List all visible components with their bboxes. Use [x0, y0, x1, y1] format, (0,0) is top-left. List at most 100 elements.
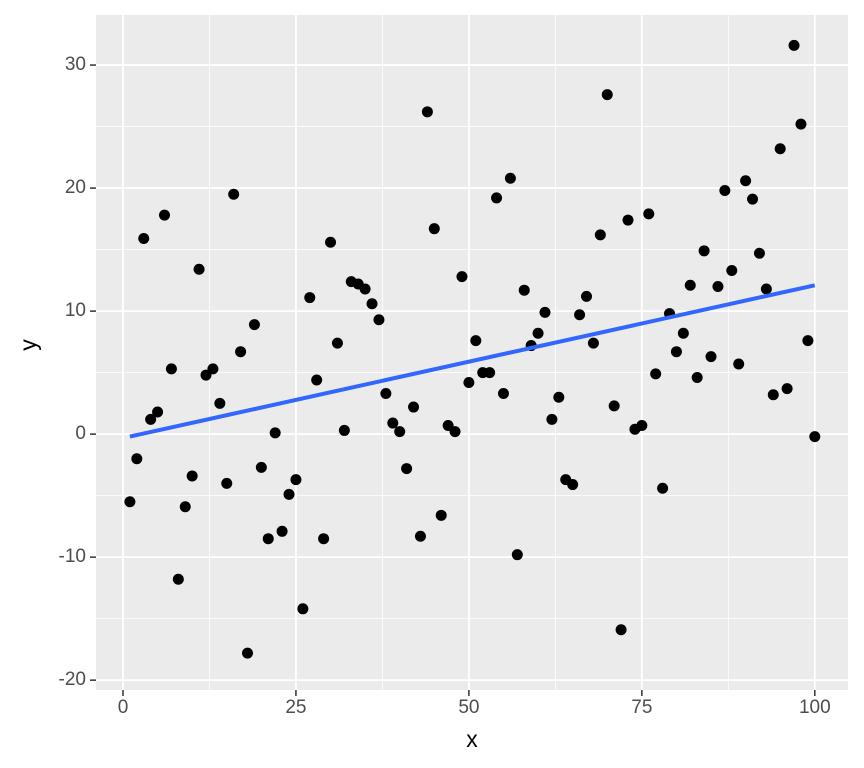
point — [567, 479, 579, 491]
point — [338, 424, 350, 436]
point — [712, 281, 724, 293]
y-axis-title: y — [15, 339, 41, 351]
point — [456, 271, 468, 283]
point — [428, 223, 440, 235]
point — [747, 193, 759, 205]
point — [165, 363, 177, 375]
point — [214, 397, 226, 409]
point — [387, 417, 399, 429]
point — [228, 188, 240, 200]
point — [325, 236, 337, 248]
point — [145, 413, 157, 425]
point — [380, 388, 392, 400]
point — [781, 383, 793, 395]
point — [248, 319, 260, 331]
point — [331, 337, 343, 349]
x-tick-label: 100 — [799, 697, 831, 718]
point — [152, 406, 164, 418]
point — [235, 346, 247, 358]
point — [269, 427, 281, 439]
point — [608, 400, 620, 412]
point — [366, 298, 378, 310]
point — [636, 420, 648, 432]
point — [615, 624, 627, 636]
x-tick-label: 50 — [458, 697, 479, 718]
point — [574, 309, 586, 321]
point — [546, 413, 558, 425]
point — [138, 233, 150, 245]
point — [193, 263, 205, 275]
y-tick-label: -10 — [59, 546, 86, 567]
point — [622, 214, 634, 226]
y-tick-label: 30 — [65, 54, 86, 75]
point — [221, 477, 233, 489]
point — [532, 327, 544, 339]
x-tick-label: 25 — [285, 697, 306, 718]
point — [449, 426, 461, 438]
point — [594, 229, 606, 241]
point — [753, 247, 765, 259]
point — [767, 389, 779, 401]
point — [795, 118, 807, 130]
point — [774, 143, 786, 155]
x-tick-label: 0 — [118, 697, 129, 718]
x-axis-title: x — [466, 726, 478, 752]
point — [684, 279, 696, 291]
point — [788, 39, 800, 51]
point — [539, 306, 551, 318]
point — [186, 470, 198, 482]
point — [601, 89, 613, 101]
point — [276, 525, 288, 537]
point — [809, 431, 821, 443]
point — [297, 603, 309, 615]
point — [518, 284, 530, 296]
point — [158, 209, 170, 221]
point — [242, 647, 254, 659]
point — [760, 283, 772, 295]
point — [677, 327, 689, 339]
point — [435, 509, 447, 521]
point — [179, 501, 191, 513]
point — [359, 283, 371, 295]
point — [394, 426, 406, 438]
point — [580, 290, 592, 302]
point — [255, 461, 267, 473]
point — [463, 376, 475, 388]
point — [290, 474, 302, 486]
point — [131, 453, 143, 465]
point — [504, 172, 516, 184]
point — [262, 533, 274, 545]
point — [657, 482, 669, 494]
point — [311, 374, 323, 386]
point — [553, 391, 565, 403]
y-tick-label: 20 — [65, 177, 86, 198]
point — [733, 358, 745, 370]
point — [719, 185, 731, 197]
y-tick-label: -20 — [59, 669, 86, 690]
point — [172, 573, 184, 585]
point — [650, 368, 662, 380]
point — [401, 463, 413, 475]
point — [304, 292, 316, 304]
point — [705, 351, 717, 363]
point — [283, 488, 295, 500]
point — [587, 337, 599, 349]
point — [318, 533, 330, 545]
panel — [96, 15, 848, 690]
point — [698, 245, 710, 257]
y-tick-label: 0 — [75, 423, 86, 444]
point — [124, 496, 136, 508]
point — [484, 367, 496, 379]
point — [670, 346, 682, 358]
point — [740, 175, 752, 187]
point — [414, 530, 426, 542]
point — [373, 314, 385, 326]
point — [802, 335, 814, 347]
point — [408, 401, 420, 413]
trend-line — [129, 283, 816, 439]
point — [511, 549, 523, 561]
point — [726, 265, 738, 277]
point — [470, 335, 482, 347]
x-tick-label: 75 — [631, 697, 652, 718]
point — [207, 363, 219, 375]
